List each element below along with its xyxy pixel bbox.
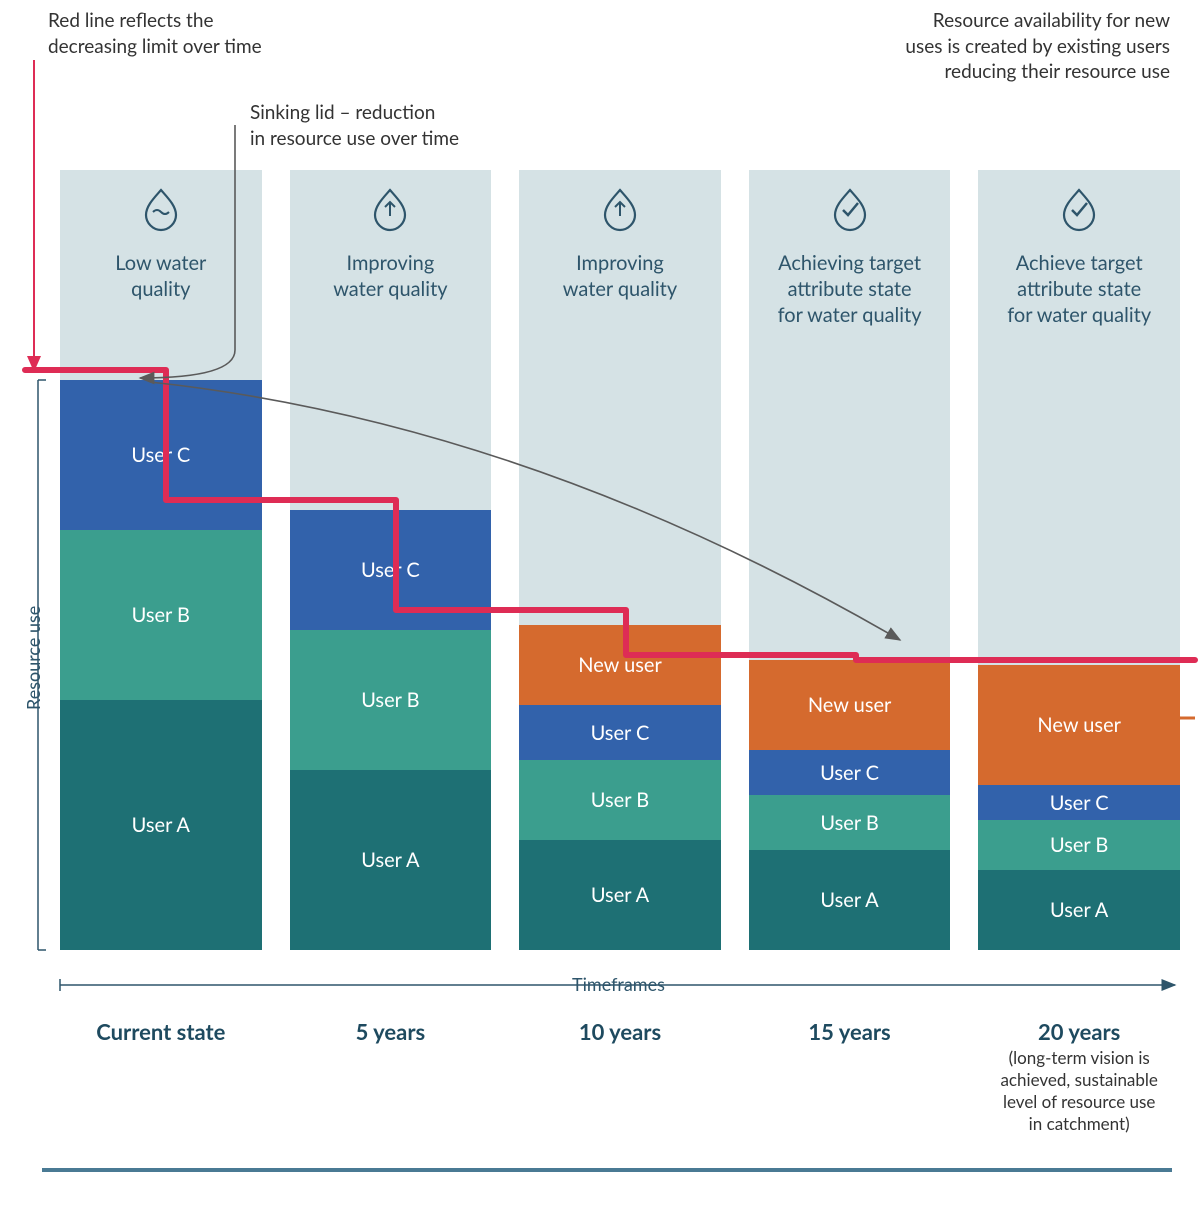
annotation-red-line: Red line reflects the decreasing limit o… [48, 8, 262, 59]
x-label-4: 20 years(long-term vision is achieved, s… [978, 1018, 1180, 1135]
column-0: Low water quality User AUser BUser C [60, 170, 262, 950]
column-1: Improving water quality User AUser BUser … [290, 170, 492, 950]
bottom-rule [42, 1168, 1172, 1172]
segment-user-c: User C [60, 380, 262, 530]
stack: User AUser BUser CNew user [519, 625, 721, 950]
segment-user-a: User A [60, 700, 262, 950]
quality-label: Achieve target attribute state for water… [988, 250, 1170, 328]
segment-new-user: New user [978, 665, 1180, 785]
time-sub-label: (long-term vision is achieved, sustainab… [978, 1047, 1180, 1135]
x-label-3: 15 years [749, 1018, 951, 1135]
segment-user-b: User B [519, 760, 721, 840]
x-label-0: Current state [60, 1018, 262, 1135]
time-label: 20 years [978, 1018, 1180, 1045]
segment-user-a: User A [749, 850, 951, 950]
quality-label: Low water quality [70, 250, 252, 302]
time-label: 5 years [290, 1018, 492, 1045]
x-label-2: 10 years [519, 1018, 721, 1135]
segment-user-c: User C [519, 705, 721, 760]
stack: User AUser BUser CNew user [749, 660, 951, 950]
column-header: Improving water quality [519, 170, 721, 302]
arrow-up-drop-icon [529, 188, 711, 236]
quality-label: Improving water quality [529, 250, 711, 302]
stack: User AUser BUser C [290, 510, 492, 950]
column-2: Improving water quality User AUser BUser … [519, 170, 721, 950]
segment-user-a: User A [290, 770, 492, 950]
y-axis-label: Resource use [22, 606, 44, 710]
column-4: Achieve target attribute state for water… [978, 170, 1180, 950]
segment-user-c: User C [749, 750, 951, 795]
stack: User AUser BUser CNew user [978, 665, 1180, 950]
quality-label: Achieving target attribute state for wat… [759, 250, 941, 328]
segment-user-b: User B [60, 530, 262, 700]
x-axis-labels: Current state 5 years 10 years 15 years 20 y… [60, 1018, 1180, 1135]
annotation-sinking-lid: Sinking lid – reduction in resource use … [250, 100, 459, 151]
check-drop-icon [988, 188, 1170, 236]
chart: Low water qualityUser AUser BUser C Impr… [60, 170, 1180, 950]
segment-user-c: User C [978, 785, 1180, 820]
segment-user-b: User B [978, 820, 1180, 870]
time-label: 15 years [749, 1018, 951, 1045]
segment-user-a: User A [978, 870, 1180, 950]
arrow-up-drop-icon [300, 188, 482, 236]
column-header: Achieving target attribute state for wat… [749, 170, 951, 328]
column-header: Achieve target attribute state for water… [978, 170, 1180, 328]
quality-label: Improving water quality [300, 250, 482, 302]
segment-user-b: User B [749, 795, 951, 850]
segment-user-a: User A [519, 840, 721, 950]
segment-new-user: New user [519, 625, 721, 705]
stack: User AUser BUser C [60, 380, 262, 950]
annotation-availability: Resource availability for new uses is cr… [905, 8, 1170, 85]
column-3: Achieving target attribute state for wat… [749, 170, 951, 950]
segment-new-user: New user [749, 660, 951, 750]
x-label-1: 5 years [290, 1018, 492, 1135]
segment-user-c: User C [290, 510, 492, 630]
x-axis-label: Timeframes [572, 973, 665, 995]
time-label: 10 years [519, 1018, 721, 1045]
wave-drop-icon [70, 188, 252, 236]
time-label: Current state [60, 1018, 262, 1045]
column-header: Improving water quality [290, 170, 492, 302]
column-header: Low water quality [60, 170, 262, 302]
check-drop-icon [759, 188, 941, 236]
segment-user-b: User B [290, 630, 492, 770]
